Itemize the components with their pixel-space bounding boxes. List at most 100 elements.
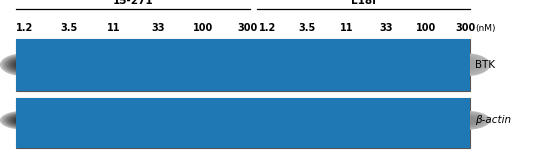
Ellipse shape [192, 116, 214, 125]
Ellipse shape [322, 53, 372, 76]
Ellipse shape [189, 115, 217, 126]
Ellipse shape [243, 111, 293, 130]
Ellipse shape [223, 111, 273, 130]
Ellipse shape [134, 53, 183, 76]
Ellipse shape [325, 112, 369, 129]
Bar [16, 98, 470, 148]
Ellipse shape [296, 116, 318, 125]
Ellipse shape [443, 112, 488, 129]
Ellipse shape [0, 53, 50, 76]
Ellipse shape [147, 60, 170, 70]
Text: 1.2: 1.2 [259, 23, 276, 33]
Ellipse shape [92, 112, 136, 129]
Ellipse shape [178, 53, 228, 76]
Ellipse shape [254, 58, 281, 71]
Ellipse shape [142, 57, 175, 72]
Text: 11: 11 [340, 23, 353, 33]
Ellipse shape [136, 54, 181, 75]
Ellipse shape [333, 58, 361, 71]
Ellipse shape [8, 57, 42, 72]
Bar [16, 39, 470, 91]
Ellipse shape [282, 53, 332, 76]
Ellipse shape [361, 53, 411, 76]
Ellipse shape [296, 60, 318, 70]
Ellipse shape [187, 114, 220, 127]
Text: L18I: L18I [351, 0, 376, 6]
Ellipse shape [223, 53, 273, 76]
Ellipse shape [404, 54, 448, 75]
Ellipse shape [234, 58, 261, 71]
Ellipse shape [134, 111, 183, 130]
Ellipse shape [285, 112, 329, 129]
Ellipse shape [322, 111, 372, 130]
Ellipse shape [245, 112, 290, 129]
Ellipse shape [248, 113, 287, 128]
Ellipse shape [454, 60, 476, 70]
Ellipse shape [11, 58, 39, 71]
Ellipse shape [100, 115, 128, 126]
Text: 3.5: 3.5 [61, 23, 78, 33]
Ellipse shape [98, 57, 131, 72]
Ellipse shape [293, 58, 321, 71]
Ellipse shape [282, 111, 332, 130]
Ellipse shape [454, 116, 476, 125]
Ellipse shape [58, 60, 80, 70]
Ellipse shape [184, 113, 223, 128]
Ellipse shape [415, 60, 437, 70]
Ellipse shape [147, 116, 170, 125]
Text: 300: 300 [455, 23, 475, 33]
Ellipse shape [372, 115, 400, 126]
Ellipse shape [248, 56, 287, 74]
Ellipse shape [285, 54, 329, 75]
Ellipse shape [257, 116, 279, 125]
Ellipse shape [136, 112, 181, 129]
Ellipse shape [293, 115, 321, 126]
Ellipse shape [336, 116, 358, 125]
Ellipse shape [228, 113, 267, 128]
Ellipse shape [50, 56, 89, 74]
Ellipse shape [47, 112, 91, 129]
Ellipse shape [6, 113, 44, 128]
Ellipse shape [446, 113, 485, 128]
Ellipse shape [330, 114, 363, 127]
Ellipse shape [288, 56, 326, 74]
Ellipse shape [367, 113, 406, 128]
Ellipse shape [415, 116, 437, 125]
Ellipse shape [95, 56, 134, 74]
Ellipse shape [178, 111, 228, 130]
Ellipse shape [184, 56, 223, 74]
Ellipse shape [89, 53, 139, 76]
Text: 3.5: 3.5 [299, 23, 316, 33]
Ellipse shape [44, 111, 94, 130]
Ellipse shape [47, 54, 91, 75]
Ellipse shape [89, 111, 139, 130]
Ellipse shape [367, 56, 406, 74]
Ellipse shape [14, 60, 36, 70]
Ellipse shape [103, 60, 125, 70]
Ellipse shape [53, 57, 86, 72]
Ellipse shape [0, 111, 50, 130]
Ellipse shape [290, 114, 324, 127]
Ellipse shape [53, 114, 86, 127]
Ellipse shape [3, 54, 47, 75]
Ellipse shape [327, 113, 366, 128]
Ellipse shape [254, 115, 281, 126]
Ellipse shape [181, 54, 225, 75]
Ellipse shape [401, 53, 451, 76]
Ellipse shape [449, 57, 482, 72]
Ellipse shape [330, 57, 363, 72]
Ellipse shape [145, 115, 172, 126]
Ellipse shape [44, 53, 94, 76]
Ellipse shape [407, 113, 445, 128]
Ellipse shape [401, 111, 451, 130]
Ellipse shape [192, 60, 214, 70]
Ellipse shape [288, 113, 326, 128]
Ellipse shape [187, 57, 220, 72]
Ellipse shape [449, 114, 482, 127]
Ellipse shape [333, 115, 361, 126]
Ellipse shape [58, 116, 80, 125]
Ellipse shape [95, 113, 134, 128]
Ellipse shape [370, 57, 403, 72]
Ellipse shape [225, 112, 270, 129]
Ellipse shape [145, 58, 172, 71]
